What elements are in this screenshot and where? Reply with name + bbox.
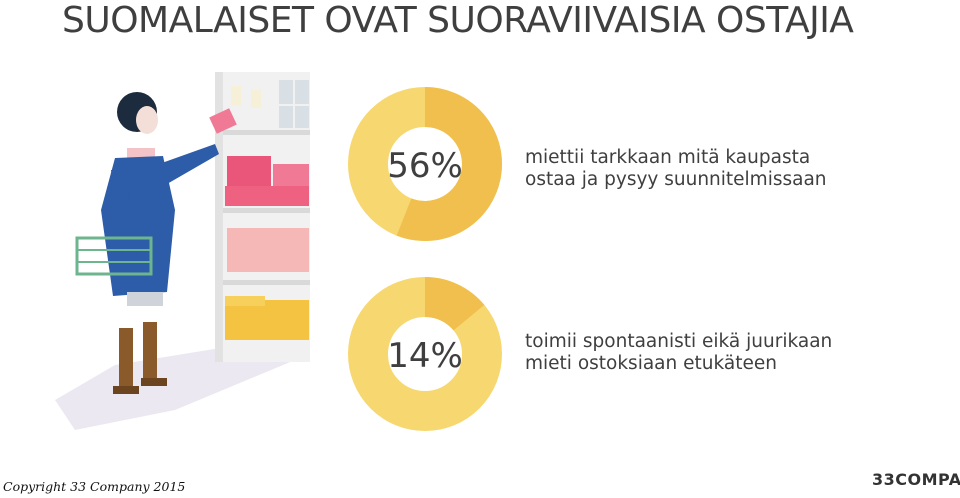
donut2-description-line: toimii spontaanisti eikä juurikaan [525, 331, 833, 352]
donut-chart-2: 14% [348, 277, 502, 431]
donut2-center-label: 14% [387, 336, 463, 376]
donut2-value-arc [423, 277, 485, 332]
company-logo: 33COMPANY [872, 470, 960, 489]
copyright-text: Copyright 33 Company 2015 [3, 479, 186, 494]
donut-chart-1: 56% [348, 87, 502, 241]
donut1-description-line: ostaa ja pysyy suunnitelmissaan [525, 169, 827, 190]
donut2-description-line: mieti ostoksiaan etukäteen [525, 353, 777, 374]
donut2-description: toimii spontaanisti eikä juurikaan mieti… [525, 331, 832, 375]
donut1-center-label: 56% [387, 146, 463, 186]
donut1-value-arc [396, 87, 502, 241]
donut1-description-line: miettii tarkkaan mitä kaupasta [525, 147, 811, 168]
page-title: SUOMALAISET OVAT SUORAVIIVAISIA OSTAJIA [62, 0, 854, 41]
shopper-illustration [55, 72, 310, 430]
donut1-description: miettii tarkkaan mitä kaupasta ostaa ja … [525, 147, 827, 191]
